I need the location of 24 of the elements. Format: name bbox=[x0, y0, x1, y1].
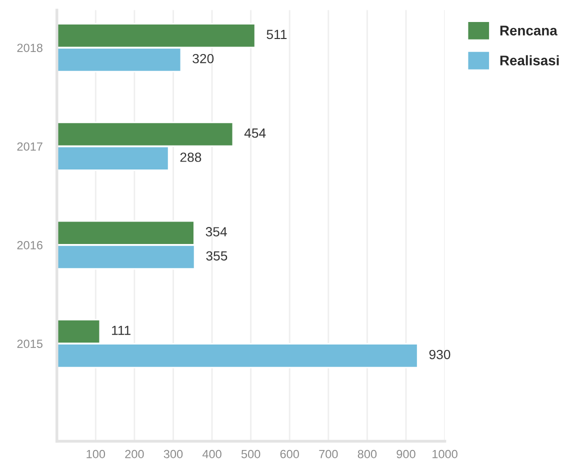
x-tick-label: 600 bbox=[280, 450, 299, 458]
x-tick-label: 200 bbox=[125, 450, 144, 458]
legend-label: Rencana bbox=[500, 26, 558, 36]
data-label: 930 bbox=[429, 350, 450, 360]
data-label: 511 bbox=[266, 30, 287, 40]
x-tick-label: 500 bbox=[241, 450, 260, 458]
legend-label: Realisasi bbox=[500, 55, 559, 66]
data-label: 454 bbox=[244, 128, 266, 138]
x-tick-label: 300 bbox=[164, 450, 183, 458]
data-label: 288 bbox=[180, 152, 202, 162]
data-label: 354 bbox=[206, 227, 227, 236]
y-tick-label: 2017 bbox=[17, 142, 42, 151]
data-label: 320 bbox=[192, 54, 214, 64]
x-tick-label: 100 bbox=[86, 450, 106, 458]
x-tick-label: 900 bbox=[396, 450, 416, 458]
x-tick-label: 800 bbox=[358, 450, 377, 458]
y-tick-label: 2018 bbox=[17, 44, 42, 52]
x-tick-label: 400 bbox=[202, 450, 222, 458]
y-tick-label: 2016 bbox=[17, 240, 42, 250]
data-label: 355 bbox=[206, 251, 228, 261]
x-tick-label: 700 bbox=[319, 450, 338, 458]
y-tick-label: 2015 bbox=[17, 340, 42, 348]
x-tick-label: 1000 bbox=[432, 450, 458, 458]
data-label: 111 bbox=[112, 326, 130, 335]
